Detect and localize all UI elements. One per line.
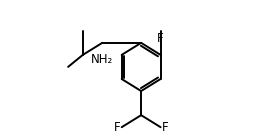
Text: NH₂: NH₂ (91, 53, 113, 66)
Text: F: F (114, 121, 120, 134)
Text: F: F (162, 121, 168, 134)
Text: F: F (157, 32, 164, 45)
